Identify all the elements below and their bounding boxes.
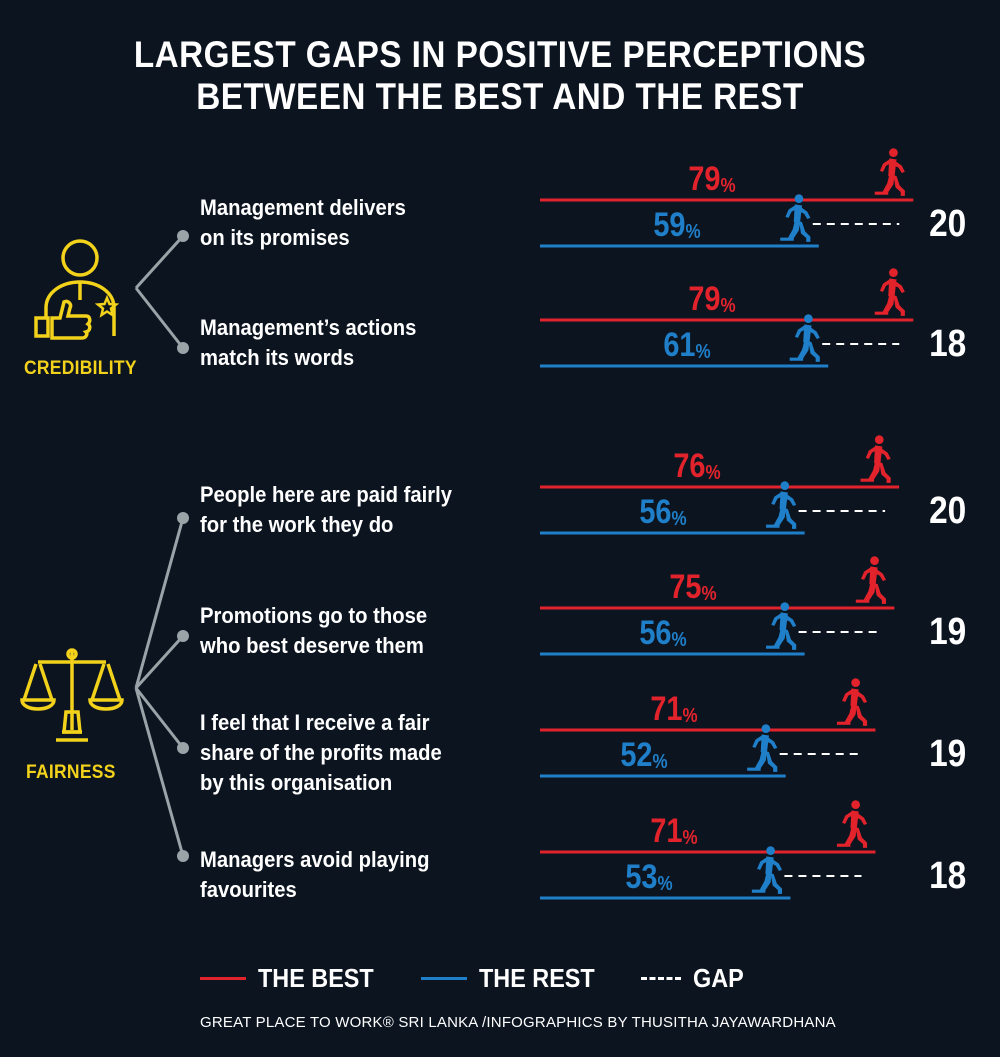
best-runner-icon xyxy=(836,678,868,726)
best-runner-icon xyxy=(860,435,891,483)
rest-value-label: 56% xyxy=(639,493,687,531)
chart-title: LARGEST GAPS IN POSITIVE PERCEPTIONS BET… xyxy=(50,34,950,118)
category-label-credibility: CREDIBILITY xyxy=(24,358,137,379)
item-label: Promotions go to those who best deserve t… xyxy=(200,601,494,661)
connector-lines xyxy=(134,230,189,862)
item-label-line: People here are paid fairly xyxy=(200,482,452,507)
item-label: I feel that I receive a fair share of the… xyxy=(200,708,494,798)
legend: THE BEST THE REST GAP xyxy=(200,960,784,996)
best-runner-icon xyxy=(855,556,886,604)
best-runner-icon xyxy=(874,268,905,316)
item-label-line: by this organisation xyxy=(200,770,393,795)
best-value-label: 79% xyxy=(688,160,736,198)
legend-label-rest: THE REST xyxy=(478,962,595,993)
legend-label-best: THE BEST xyxy=(258,962,374,993)
item-label-line: on its promises xyxy=(200,225,350,250)
item-label-line: favourites xyxy=(200,877,297,902)
gap-value-label: 18 xyxy=(928,855,966,897)
best-runner-icon xyxy=(874,148,905,196)
item-label: Management delivers on its promises xyxy=(200,193,494,253)
connector-bullet xyxy=(177,850,189,862)
gap-value-label: 20 xyxy=(928,490,966,532)
best-value-label: 79% xyxy=(688,280,736,318)
manager-thumbs-up-icon xyxy=(34,239,120,340)
item-label-line: for the work they do xyxy=(200,512,394,537)
legend-item-gap: GAP xyxy=(641,963,749,994)
connector-line xyxy=(134,687,185,749)
legend-swatch-rest xyxy=(420,976,467,980)
item-label-line: share of the profits made xyxy=(200,740,442,765)
best-value-label: 71% xyxy=(650,690,698,728)
gap-value-label: 19 xyxy=(928,611,966,653)
chart-marks xyxy=(540,148,914,900)
gap-value-label: 18 xyxy=(928,323,966,365)
gap-value-label: 20 xyxy=(928,203,966,245)
item-label-line: Managers avoid playing xyxy=(200,847,430,872)
rest-value-label: 59% xyxy=(653,206,701,244)
legend-swatch-gap xyxy=(641,976,682,980)
rest-value-label: 56% xyxy=(639,614,687,652)
rest-value-label: 52% xyxy=(620,736,668,774)
best-value-label: 75% xyxy=(669,568,717,606)
item-label-line: Management’s actions xyxy=(200,315,417,340)
category-label-fairness: FAIRNESS xyxy=(26,762,116,783)
rest-value-label: 61% xyxy=(662,326,711,364)
connector-bullet xyxy=(177,230,189,242)
connector-bullet xyxy=(177,342,189,354)
credit-line: GREAT PLACE TO WORK® SRI LANKA /INFOGRAP… xyxy=(200,1014,836,1031)
legend-swatch-best xyxy=(200,976,246,980)
chart-title-line-2: BETWEEN THE BEST AND THE REST xyxy=(196,76,804,117)
legend-label-gap: GAP xyxy=(693,962,744,993)
connector-line xyxy=(134,687,185,857)
item-label-line: I feel that I receive a fair xyxy=(200,710,430,735)
fairness-icon-group xyxy=(20,648,124,742)
connector-bullet xyxy=(177,742,189,754)
chart-title-line-1: LARGEST GAPS IN POSITIVE PERCEPTIONS xyxy=(133,34,867,75)
item-label: People here are paid fairly for the work … xyxy=(200,480,494,540)
best-value-label: 71% xyxy=(650,812,698,850)
connector-line xyxy=(134,287,185,349)
item-label: Managers avoid playing favourites xyxy=(200,845,494,905)
connector-line xyxy=(134,634,185,690)
connector-line xyxy=(134,517,185,689)
connector-line xyxy=(134,234,185,290)
item-label-line: Promotions go to those xyxy=(200,603,428,628)
connector-bullet xyxy=(177,512,189,524)
credibility-icon-group xyxy=(34,239,120,340)
best-runner-icon xyxy=(836,800,868,848)
item-label-line: who best deserve them xyxy=(200,633,424,658)
connector-bullet xyxy=(177,630,189,642)
best-value-label: 76% xyxy=(673,447,722,485)
item-label-line: Management delivers xyxy=(200,195,406,220)
legend-item-rest: THE REST xyxy=(420,962,608,994)
scales-icon xyxy=(20,648,124,742)
rest-value-label: 53% xyxy=(625,858,673,896)
gap-value-label: 19 xyxy=(928,733,966,775)
item-label: Management’s actions match its words xyxy=(200,313,494,373)
legend-item-best: THE BEST xyxy=(200,963,387,994)
item-label-line: match its words xyxy=(200,345,355,370)
